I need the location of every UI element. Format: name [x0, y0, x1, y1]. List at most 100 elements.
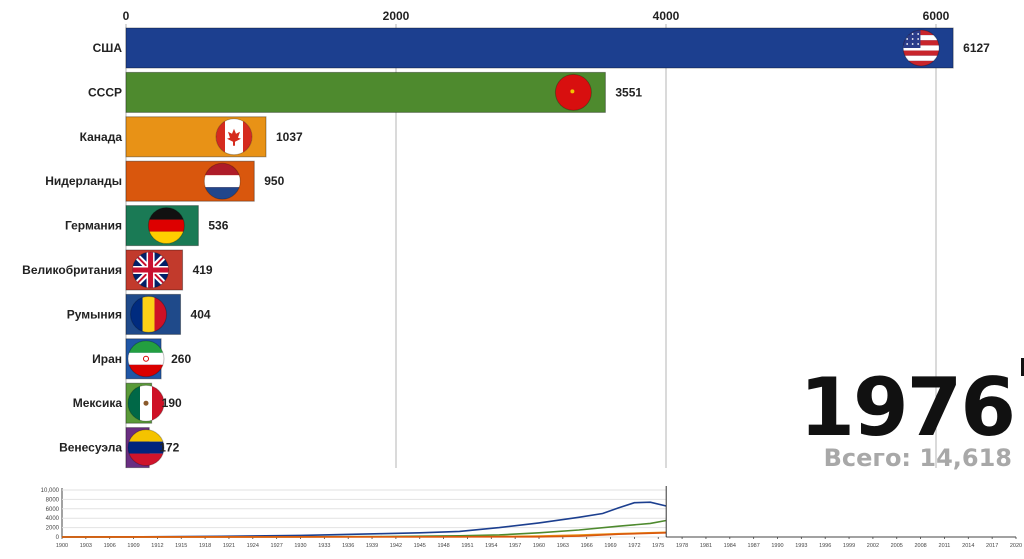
- x-tick-label: 2000: [383, 9, 410, 23]
- x-tick-label: 1972: [628, 543, 640, 549]
- x-tick-label: 1921: [223, 543, 235, 549]
- x-tick-label: 2017: [986, 543, 998, 549]
- category-label: США: [93, 41, 123, 55]
- total-count: Всего: 14,618: [823, 444, 1012, 472]
- x-tick-label: 1912: [151, 543, 163, 549]
- y-tick-label: 2000: [46, 526, 60, 532]
- category-label: Мексика: [73, 396, 123, 410]
- y-tick-label: 8000: [46, 497, 60, 503]
- value-label: 3551: [615, 85, 642, 99]
- value-label: 419: [193, 263, 213, 277]
- y-tick-label: 10,000: [41, 488, 60, 494]
- category-label: Нидерланды: [45, 174, 122, 188]
- x-tick-label: 2014: [962, 543, 974, 549]
- x-tick-label: 1909: [127, 543, 139, 549]
- y-tick-label: 4000: [46, 516, 60, 522]
- bar-chart: 0 2000 4000 6000 США 6127 СССР 3551 Канада 1037 Ни…: [22, 9, 990, 469]
- bar-row: Венесуэла 172: [59, 427, 180, 469]
- series-line: [61, 501, 667, 538]
- x-tick-label: 1930: [294, 543, 306, 549]
- x-tick-label: 1942: [390, 543, 402, 549]
- x-tick-label: 1939: [366, 543, 378, 549]
- x-tick-label: 1999: [843, 543, 855, 549]
- bar: [125, 27, 954, 69]
- bar-row: Румыния 404: [67, 293, 211, 335]
- x-tick-label: 2008: [914, 543, 926, 549]
- x-tick-label: 1984: [724, 543, 736, 549]
- x-tick-label: 1903: [80, 543, 92, 549]
- x-tick-label: 1906: [104, 543, 116, 549]
- x-tick-label: 1954: [485, 543, 497, 549]
- x-tick-label: 1945: [414, 543, 426, 549]
- x-tick-label: 1957: [509, 543, 521, 549]
- x-tick-label: 1960: [533, 543, 545, 549]
- bar-row: Великобритания 419: [22, 249, 213, 291]
- x-tick-label: 1951: [461, 543, 473, 549]
- bar-row: Мексика 190: [73, 382, 182, 424]
- x-tick-label: 6000: [923, 9, 950, 23]
- venezuela-flag-icon: [128, 429, 164, 466]
- germany-flag-icon: [148, 207, 185, 244]
- x-tick-label: 1915: [175, 543, 187, 549]
- timeline-chart: 10,000 8000 6000 4000 2000 0 1900 1903 1906 1909 1…: [41, 486, 1022, 549]
- category-label: Германия: [65, 219, 122, 233]
- x-tick-label: 1987: [748, 543, 760, 549]
- x-tick-label: 1933: [318, 543, 330, 549]
- x-tick-label: 1900: [56, 543, 68, 549]
- x-tick-label: 1924: [247, 543, 259, 549]
- x-tick-label: 1990: [771, 543, 783, 549]
- x-tick-label: 1978: [676, 543, 688, 549]
- x-tick-label: 1963: [557, 543, 569, 549]
- bar-row: Нидерланды 950: [45, 160, 285, 202]
- value-label: 536: [208, 219, 228, 233]
- x-tick-label: 1975: [652, 543, 664, 549]
- x-tick-label: 2005: [891, 543, 903, 549]
- value-label: 172: [159, 441, 179, 455]
- category-label: Венесуэла: [59, 441, 122, 455]
- x-tick-label: 2020: [1010, 543, 1022, 549]
- value-label: 260: [171, 352, 191, 366]
- romania-flag-icon: [130, 296, 167, 333]
- bar-row: Канада 1037: [80, 116, 303, 158]
- bar-row: Иран 260: [92, 338, 191, 380]
- bar-row: США 6127: [93, 27, 990, 69]
- uk-flag-icon: [132, 252, 169, 288]
- x-tick-label: 1927: [271, 543, 283, 549]
- value-label: 404: [191, 307, 211, 321]
- category-label: Великобритания: [22, 263, 122, 277]
- x-tick-label: 1966: [581, 543, 593, 549]
- series-line: [61, 532, 667, 538]
- ussr-flag-icon: [555, 74, 592, 111]
- bar-row: Германия 536: [65, 205, 229, 247]
- category-label: Канада: [80, 130, 123, 144]
- mexico-flag-icon: [128, 385, 164, 422]
- category-label: Румыния: [67, 307, 122, 321]
- value-label: 950: [264, 174, 284, 188]
- x-tick-label: 1936: [342, 543, 354, 549]
- x-tick-label: 1996: [819, 543, 831, 549]
- x-tick-label: 4000: [653, 9, 680, 23]
- bar-row: СССР 3551: [88, 71, 642, 113]
- y-tick-label: 0: [56, 535, 60, 541]
- x-tick-label: 1948: [437, 543, 449, 549]
- x-tick-label: 1969: [604, 543, 616, 549]
- bar: [125, 71, 606, 113]
- value-label: 190: [162, 396, 182, 410]
- category-label: Иран: [92, 352, 122, 366]
- y-tick-label: 6000: [46, 507, 60, 513]
- value-label: 6127: [963, 41, 990, 55]
- iran-flag-icon: [128, 340, 164, 377]
- x-tick-label: 2002: [867, 543, 879, 549]
- category-label: СССР: [88, 85, 122, 99]
- value-label: 1037: [276, 130, 303, 144]
- x-tick-label: 1918: [199, 543, 211, 549]
- netherlands-flag-icon: [204, 163, 241, 200]
- x-tick-label: 1993: [795, 543, 807, 549]
- canada-flag-icon: [215, 118, 252, 155]
- x-tick-label: 2011: [939, 543, 951, 549]
- current-year: 1976: [799, 361, 1016, 454]
- x-tick-label: 0: [123, 9, 130, 23]
- x-tick-label: 1981: [700, 543, 712, 549]
- timeline-axes: 10,000 8000 6000 4000 2000 0 1900 1903 1906 1909 1…: [41, 488, 1022, 549]
- edge-marker: [1021, 358, 1024, 376]
